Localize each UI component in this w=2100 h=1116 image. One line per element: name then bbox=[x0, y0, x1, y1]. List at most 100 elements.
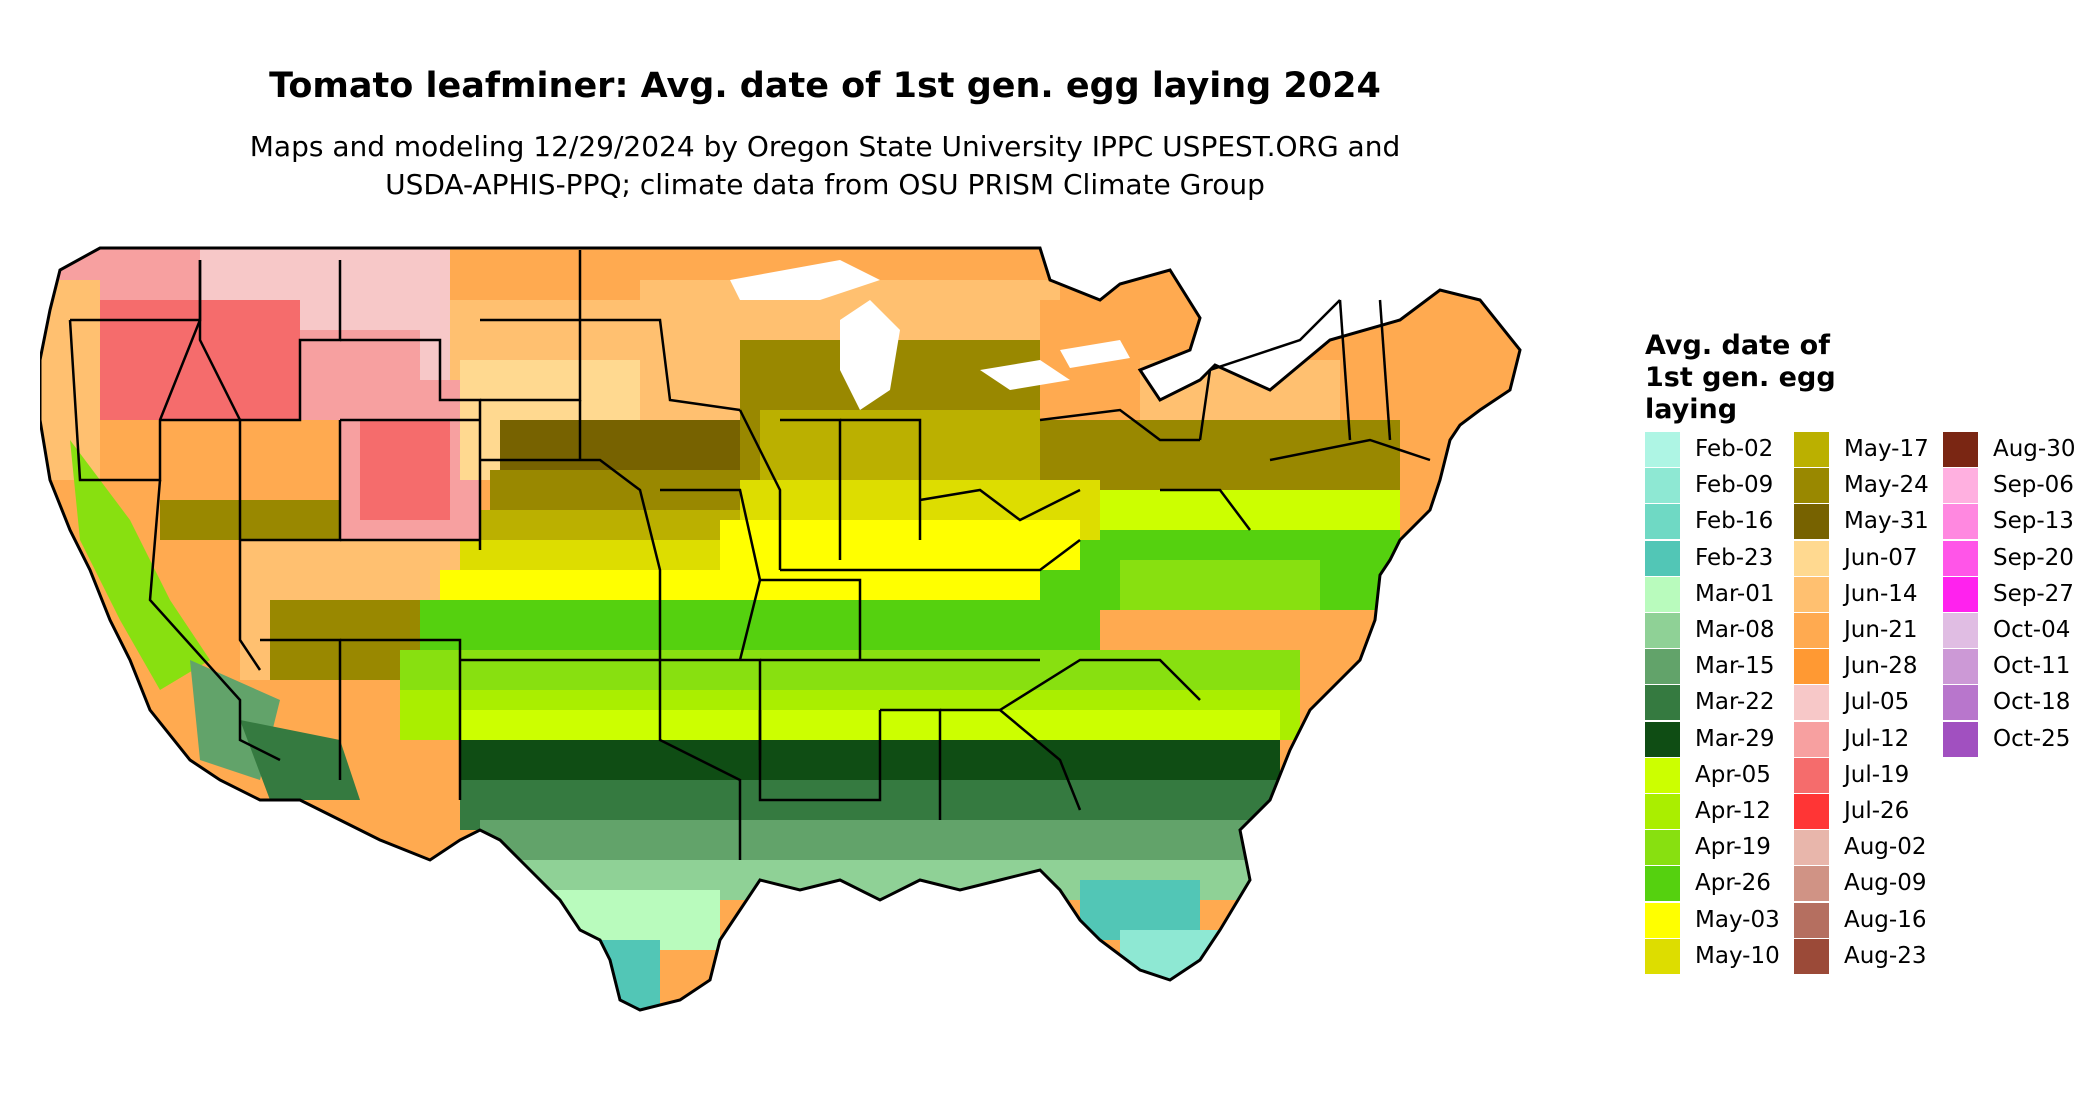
legend-label: Aug-16 bbox=[1844, 906, 1927, 933]
legend-item: Apr-05 bbox=[1645, 757, 1805, 794]
legend-swatch bbox=[1645, 938, 1680, 974]
legend-swatch bbox=[1645, 721, 1680, 757]
legend-swatch bbox=[1943, 504, 1978, 540]
map-title: Tomato leafminer: Avg. date of 1st gen. … bbox=[269, 66, 1381, 106]
legend-swatch bbox=[1645, 613, 1680, 648]
legend-label: Feb-02 bbox=[1695, 436, 1774, 462]
legend-title-line-3: laying bbox=[1645, 394, 1738, 425]
legend-item: Oct-11 bbox=[1943, 649, 2100, 685]
subtitle-line-2: USDA-APHIS-PPQ; climate data from OSU PR… bbox=[385, 168, 1265, 201]
legend-title-line-2: 1st gen. egg bbox=[1645, 362, 1836, 393]
legend-item: Mar-29 bbox=[1645, 721, 1805, 758]
legend-item: Mar-15 bbox=[1645, 649, 1805, 685]
legend-label: Mar-01 bbox=[1695, 580, 1775, 607]
legend-label: May-10 bbox=[1695, 942, 1780, 969]
legend-swatch bbox=[1794, 649, 1829, 685]
legend-item: Sep-20 bbox=[1943, 540, 2100, 577]
legend-label: May-31 bbox=[1844, 508, 1929, 535]
legend-label: Aug-23 bbox=[1844, 942, 1927, 969]
legend-title-line-1: Avg. date of bbox=[1645, 330, 1830, 361]
legend-item: Mar-22 bbox=[1645, 685, 1805, 721]
legend-swatch bbox=[1794, 721, 1829, 757]
legend-label: Aug-09 bbox=[1844, 870, 1927, 897]
legend-label: Feb-09 bbox=[1695, 472, 1774, 499]
legend-label: Sep-06 bbox=[1993, 472, 2074, 499]
legend-label: May-17 bbox=[1844, 436, 1929, 462]
legend-label: Sep-20 bbox=[1993, 544, 2074, 571]
legend-label: Sep-13 bbox=[1993, 508, 2074, 535]
legend-swatch bbox=[1645, 685, 1680, 721]
legend-item: Jun-21 bbox=[1794, 613, 1954, 649]
legend-item: Aug-16 bbox=[1794, 902, 1954, 939]
legend-item: Jul-26 bbox=[1794, 794, 1954, 830]
legend-swatch bbox=[1943, 432, 1978, 467]
legend-label: Feb-23 bbox=[1695, 544, 1774, 571]
legend-item: Mar-08 bbox=[1645, 613, 1805, 649]
legend-swatch bbox=[1794, 468, 1829, 504]
legend-item: May-10 bbox=[1645, 938, 1805, 975]
legend-item: Jun-14 bbox=[1794, 576, 1954, 613]
legend-swatch bbox=[1794, 902, 1829, 938]
legend-label: Jun-07 bbox=[1844, 544, 1918, 571]
legend-item: Feb-23 bbox=[1645, 540, 1805, 577]
legend-label: Jul-19 bbox=[1844, 761, 1910, 788]
legend-item: Feb-09 bbox=[1645, 468, 1805, 504]
legend-label: Apr-19 bbox=[1695, 834, 1771, 861]
legend-label: Mar-22 bbox=[1695, 689, 1775, 716]
legend-swatch bbox=[1794, 613, 1829, 648]
legend-item: Oct-25 bbox=[1943, 721, 2100, 758]
legend-label: Sep-27 bbox=[1993, 580, 2074, 607]
legend-title: Avg. date of 1st gen. egg laying bbox=[1645, 330, 1905, 426]
legend-item: May-24 bbox=[1794, 468, 1954, 504]
legend-label: Aug-30 bbox=[1993, 436, 2076, 462]
legend-label: Mar-29 bbox=[1695, 725, 1775, 752]
legend-item: Aug-23 bbox=[1794, 938, 1954, 975]
legend-label: Oct-11 bbox=[1993, 653, 2071, 680]
legend-label: Jun-21 bbox=[1844, 617, 1918, 643]
legend-label: May-24 bbox=[1844, 472, 1929, 499]
legend-swatch bbox=[1645, 830, 1680, 866]
legend-swatch bbox=[1794, 540, 1829, 576]
legend-swatch bbox=[1794, 757, 1829, 793]
legend-swatch bbox=[1794, 866, 1829, 902]
legend-label: Mar-15 bbox=[1695, 653, 1775, 680]
legend-item: Apr-19 bbox=[1645, 830, 1805, 866]
legend-item: Aug-02 bbox=[1794, 830, 1954, 866]
legend-swatch bbox=[1794, 938, 1829, 974]
legend-item: Jul-12 bbox=[1794, 721, 1954, 758]
legend-swatch bbox=[1794, 794, 1829, 829]
legend-swatch bbox=[1645, 866, 1680, 902]
legend-item: May-17 bbox=[1794, 432, 1954, 468]
legend-label: May-03 bbox=[1695, 906, 1780, 933]
legend-swatch bbox=[1943, 540, 1978, 576]
legend-label: Oct-04 bbox=[1993, 617, 2071, 643]
legend-swatch bbox=[1645, 504, 1680, 540]
legend-label: Jul-26 bbox=[1844, 798, 1910, 824]
legend-swatch bbox=[1794, 432, 1829, 467]
legend-label: Oct-18 bbox=[1993, 689, 2071, 716]
legend-swatch bbox=[1645, 902, 1680, 938]
legend-swatch bbox=[1943, 721, 1978, 757]
legend-label: Jul-12 bbox=[1844, 725, 1910, 752]
legend-label: Aug-02 bbox=[1844, 834, 1927, 861]
legend-swatch bbox=[1645, 468, 1680, 504]
legend-item: Feb-02 bbox=[1645, 432, 1805, 468]
legend-swatch bbox=[1645, 794, 1680, 829]
legend-swatch bbox=[1645, 576, 1680, 612]
legend-swatch bbox=[1943, 576, 1978, 612]
legend-swatch bbox=[1645, 757, 1680, 793]
legend-swatch bbox=[1794, 830, 1829, 866]
subtitle-line-1: Maps and modeling 12/29/2024 by Oregon S… bbox=[249, 130, 1401, 163]
legend-item: Apr-26 bbox=[1645, 866, 1805, 902]
legend-item: May-31 bbox=[1794, 504, 1954, 540]
legend-item: Oct-04 bbox=[1943, 613, 2100, 649]
legend-label: Apr-12 bbox=[1695, 798, 1771, 824]
legend-label: Oct-25 bbox=[1993, 725, 2071, 752]
map-subtitle: Maps and modeling 12/29/2024 by Oregon S… bbox=[0, 128, 1650, 204]
legend-label: Apr-05 bbox=[1695, 761, 1771, 788]
legend-label: Apr-26 bbox=[1695, 870, 1771, 897]
legend-item: Jun-07 bbox=[1794, 540, 1954, 577]
legend-item: Mar-01 bbox=[1645, 576, 1805, 613]
legend-swatch bbox=[1794, 685, 1829, 721]
legend-label: Mar-08 bbox=[1695, 617, 1775, 643]
